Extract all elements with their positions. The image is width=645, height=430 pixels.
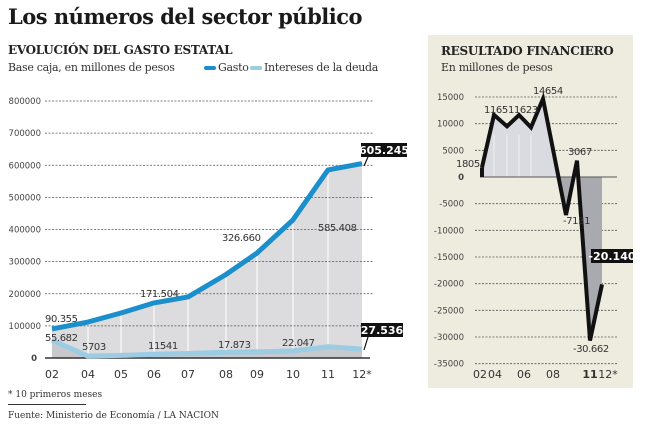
footnote-divider xyxy=(8,404,86,405)
data-label: 11623 xyxy=(508,105,538,116)
y-tick-label: 0 xyxy=(31,354,37,364)
data-label: 3067 xyxy=(568,147,592,158)
data-label: 22.047 xyxy=(282,338,315,349)
callout-pointer xyxy=(363,336,369,351)
x-tick-label: 07 xyxy=(181,368,195,381)
y-tick-label: -25000 xyxy=(434,306,464,316)
callout-box-intereses xyxy=(361,323,403,337)
y-tick-label: 0 xyxy=(458,173,464,183)
x-tick-label: 12* xyxy=(598,368,618,381)
legend-gasto-swatch xyxy=(204,65,216,70)
y-tick-label: 800000 xyxy=(9,97,41,107)
y-tick-label: -5000 xyxy=(439,200,464,210)
legend-intereses: Intereses de la deuda xyxy=(250,61,378,74)
callout-gasto: 605.245 xyxy=(359,144,409,157)
data-label: 1805 xyxy=(456,159,480,170)
x-tick-label: 06 xyxy=(517,368,531,381)
data-label: 11541 xyxy=(148,341,178,352)
y-tick-label: 600000 xyxy=(9,161,41,171)
x-tick-label: 10 xyxy=(286,368,300,381)
y-tick-label: -30000 xyxy=(434,333,464,343)
data-label: 55.682 xyxy=(45,333,78,344)
y-tick-label: 200000 xyxy=(9,290,41,300)
y-tick-label: -10000 xyxy=(434,226,464,236)
negative-area xyxy=(557,160,602,341)
data-label: 171.504 xyxy=(140,289,179,300)
data-label: 1165 xyxy=(484,105,508,116)
left-chart-subtitle: Base caja, en millones de pesos xyxy=(8,61,175,74)
x-tick-label: 08 xyxy=(219,368,233,381)
source-credit: Fuente: Ministerio de Economía / LA NACI… xyxy=(8,411,219,421)
x-tick-label: 06 xyxy=(147,368,161,381)
x-tick-label: 02 xyxy=(45,368,59,381)
y-tick-label: 700000 xyxy=(9,129,41,139)
y-tick-label: -35000 xyxy=(434,360,464,370)
intereses-line xyxy=(50,337,363,359)
x-tick-label: 02 xyxy=(473,368,487,381)
x-tick-label: 08 xyxy=(546,368,560,381)
data-label: 585.408 xyxy=(318,223,357,234)
y-tick-label: 10000 xyxy=(437,120,464,130)
y-tick-label: 5000 xyxy=(442,146,464,156)
gasto-line xyxy=(51,161,363,332)
x-tick-label: 12* xyxy=(352,368,372,381)
legend-intereses-label: Intereses de la deuda xyxy=(264,61,378,74)
y-tick-label: -15000 xyxy=(434,253,464,263)
x-tick-label: 04 xyxy=(81,368,95,381)
right-chart-subtitle: En millones de pesos xyxy=(441,61,553,74)
resultado-line xyxy=(480,92,604,341)
left-chart-title: EVOLUCIÓN DEL GASTO ESTATAL xyxy=(8,43,233,57)
data-label: 326.660 xyxy=(222,233,261,244)
x-tick-label: 05 xyxy=(114,368,128,381)
callout-pointer xyxy=(363,156,369,167)
legend-gasto-label: Gasto xyxy=(218,61,249,74)
gasto-area xyxy=(52,163,362,358)
data-label: 14654 xyxy=(533,86,563,97)
x-tick-label: 11 xyxy=(321,368,335,381)
callout-box-gasto xyxy=(361,143,407,157)
y-tick-label: 500000 xyxy=(9,193,41,203)
x-tick-label: 04 xyxy=(488,368,502,381)
y-tick-label: -20000 xyxy=(434,280,464,290)
y-tick-label: 15000 xyxy=(437,93,464,103)
data-label: -30.662 xyxy=(573,344,609,355)
callout-resultado: -20.140 xyxy=(588,250,635,263)
data-label: 90.355 xyxy=(45,314,78,325)
x-tick-label: 09 xyxy=(250,368,264,381)
right-chart-title: RESULTADO FINANCIERO xyxy=(441,44,614,58)
callout-intereses: 27.536 xyxy=(361,324,404,337)
legend-intereses-swatch xyxy=(250,65,262,70)
data-label: 17.873 xyxy=(218,340,251,351)
legend-gasto: Gasto xyxy=(204,61,249,74)
page-title: Los números del sector público xyxy=(8,4,363,29)
data-label: -7131 xyxy=(563,216,590,227)
data-label: 5703 xyxy=(82,342,106,353)
footnote: * 10 primeros meses xyxy=(8,390,103,400)
y-tick-label: 400000 xyxy=(9,226,41,236)
callout-box-resultado xyxy=(591,249,633,263)
x-tick-label: 11 xyxy=(582,368,597,381)
y-tick-label: 300000 xyxy=(9,258,41,268)
y-tick-label: 100000 xyxy=(9,322,41,332)
